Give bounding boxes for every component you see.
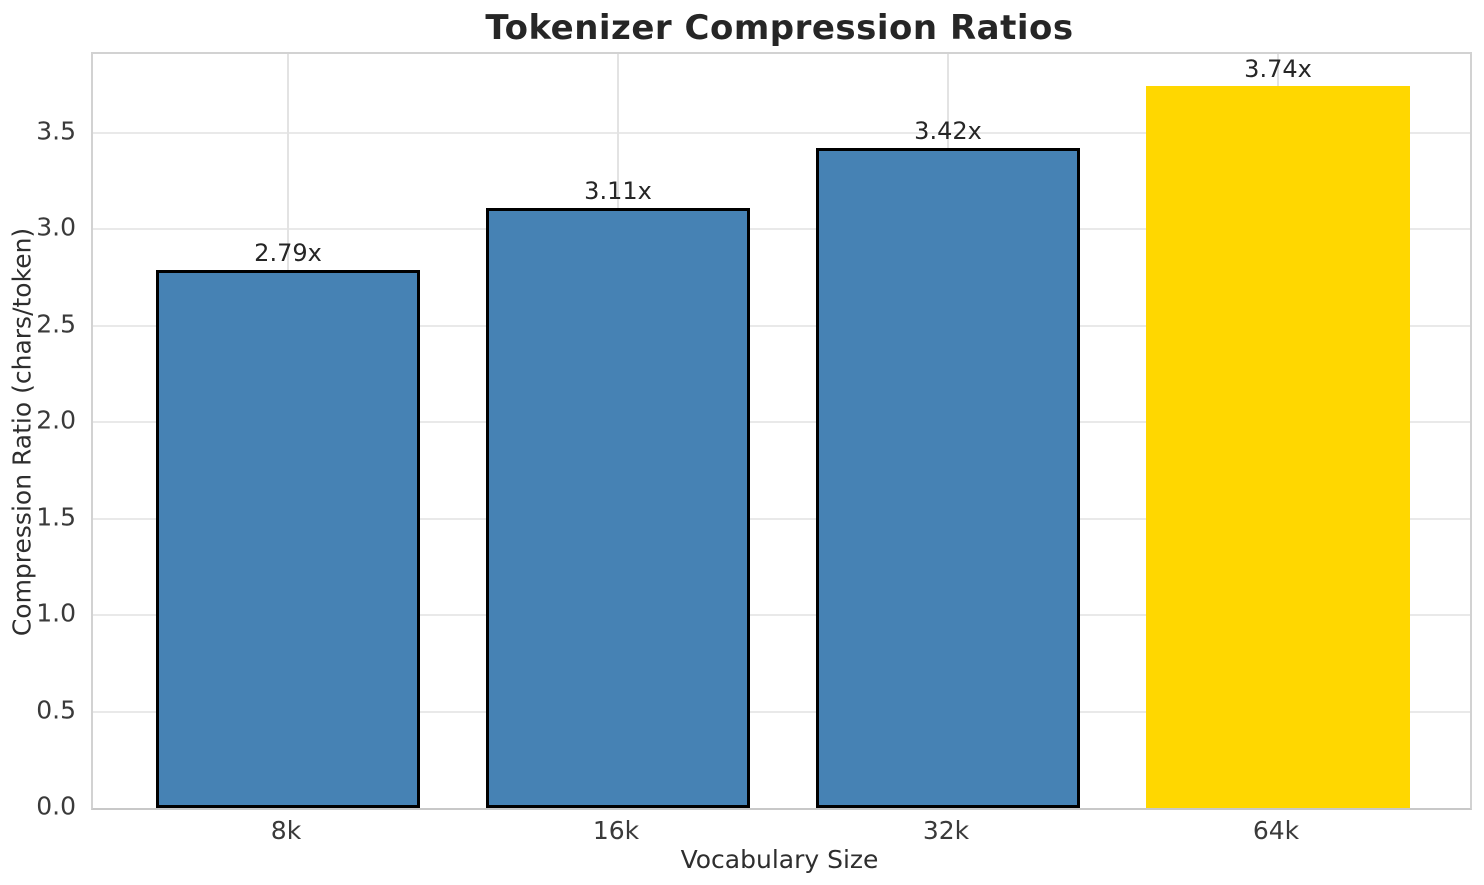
y-tick-label-0.0: 0.0 [36, 791, 76, 821]
bar-value-label-16k: 3.11x [584, 176, 652, 205]
x-axis-label: Vocabulary Size [680, 845, 879, 874]
x-tick-label-64k: 64k [1252, 816, 1300, 845]
x-tick-label-8k: 8k [270, 816, 302, 845]
h-gridline-1.0 [93, 614, 1470, 617]
bar-64k [1146, 86, 1410, 808]
y-tick-label-0.5: 0.5 [36, 695, 76, 724]
h-gridline-3.0 [93, 228, 1470, 231]
x-tick-label-16k: 16k [592, 816, 640, 845]
h-gridline-2.0 [93, 421, 1470, 424]
y-tick-label-2.0: 2.0 [36, 405, 76, 435]
y-tick-label-1.5: 1.5 [36, 502, 76, 532]
bar-value-label-8k: 2.79x [254, 238, 322, 267]
y-tick-label-3.0: 3.0 [36, 212, 76, 242]
h-gridline-1.5 [93, 517, 1470, 520]
chart-title: Tokenizer Compression Ratios [485, 8, 1074, 48]
h-gridline-0.5 [93, 710, 1470, 713]
bar-16k [486, 207, 750, 808]
bar-32k [816, 148, 1080, 808]
bar-value-label-32k: 3.42x [914, 116, 982, 145]
x-tick-label-32k: 32k [922, 816, 970, 845]
h-gridline-3.5 [93, 131, 1470, 134]
y-axis-label: Compression Ratio (chars/token) [7, 227, 37, 637]
y-tick-label-1.0: 1.0 [36, 598, 76, 628]
plot-area: 2.79x 3.11x 3.42x 3.74x [91, 52, 1472, 810]
bar-value-label-64k: 3.74x [1244, 55, 1312, 84]
bar-8k [156, 269, 420, 808]
y-tick-label-2.5: 2.5 [36, 309, 76, 339]
h-gridline-2.5 [93, 324, 1470, 327]
y-tick-label-3.5: 3.5 [36, 116, 76, 146]
